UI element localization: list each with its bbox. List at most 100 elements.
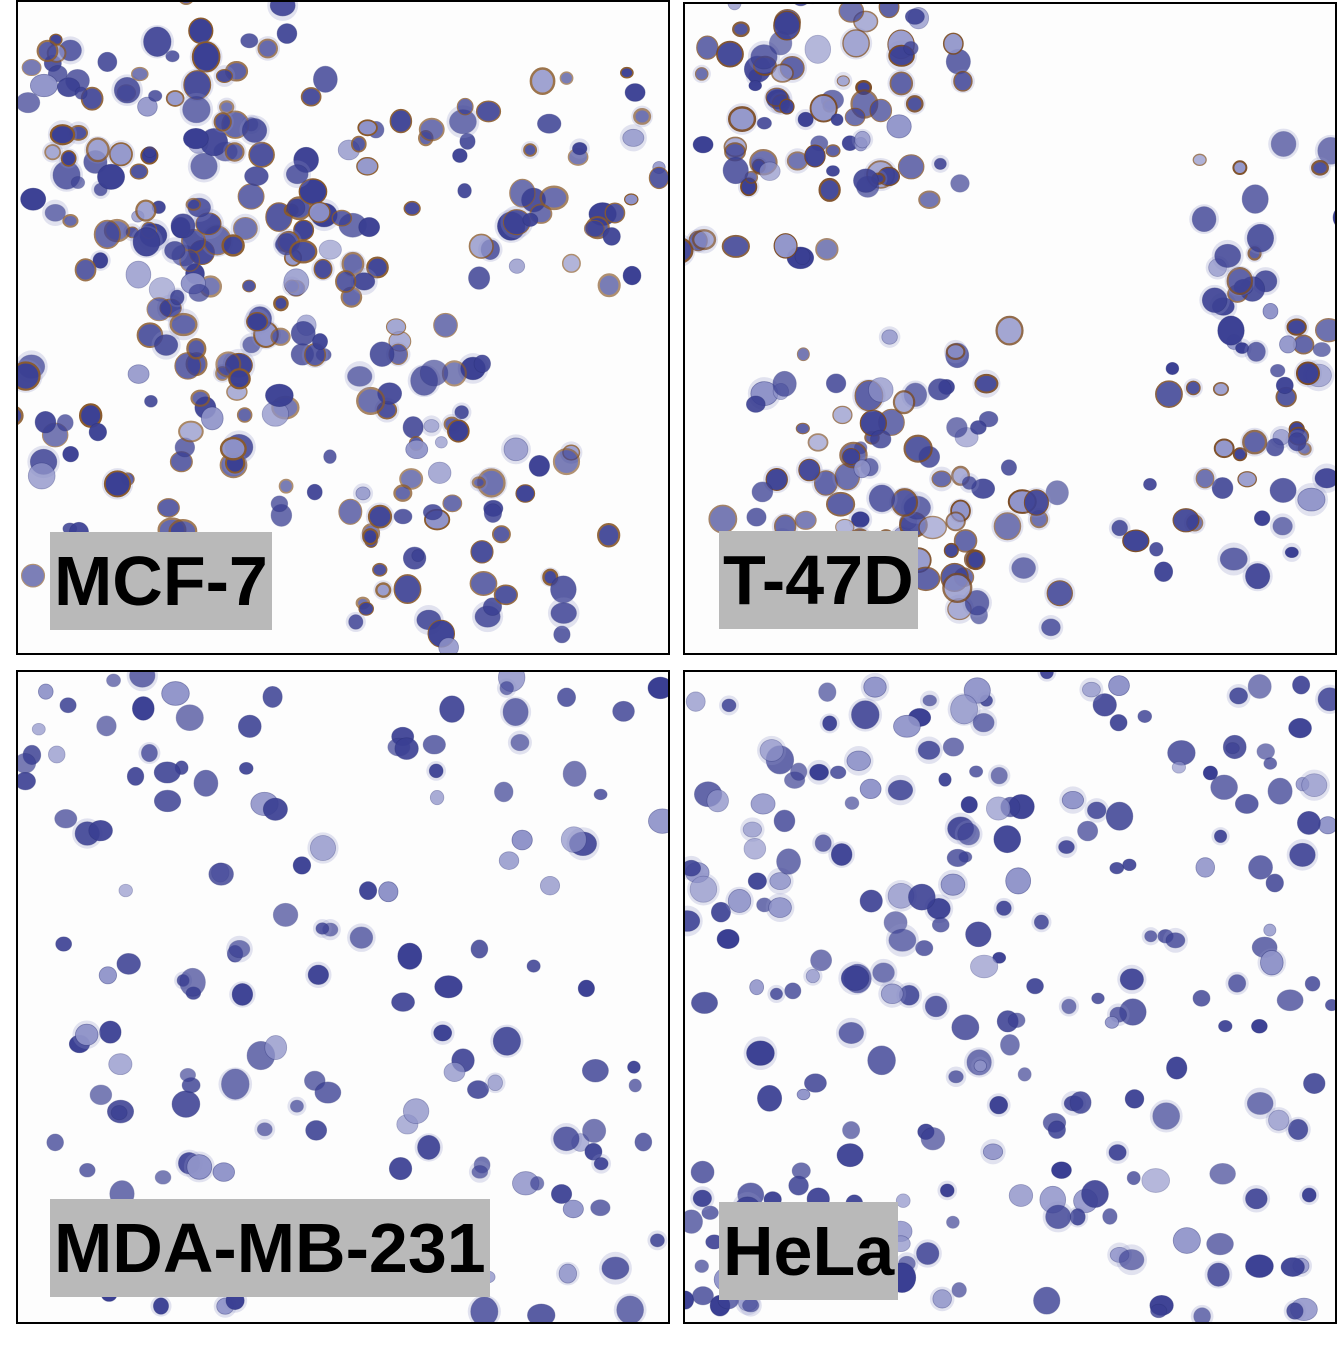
- cell: [1122, 858, 1137, 872]
- cell: [920, 1127, 946, 1151]
- cell: [1312, 342, 1331, 358]
- cell: [211, 110, 234, 134]
- cell: [101, 468, 134, 500]
- cell: [1091, 992, 1105, 1005]
- cell: [529, 67, 556, 96]
- cell: [842, 447, 861, 466]
- cell: [491, 525, 511, 544]
- cell: [1315, 684, 1335, 714]
- cell: [942, 32, 964, 55]
- cell: [501, 434, 531, 465]
- cell: [331, 209, 353, 227]
- cell: [970, 709, 998, 737]
- cell: [208, 862, 234, 886]
- cell: [179, 1068, 196, 1082]
- cell: [484, 1072, 506, 1094]
- cell: [443, 1062, 466, 1082]
- panel-mda-mb-231: MDA-MB-231: [16, 670, 670, 1324]
- cell: [1234, 793, 1259, 814]
- cell: [1292, 675, 1311, 695]
- cell: [1192, 989, 1211, 1007]
- cell: [1242, 1184, 1271, 1213]
- cell: [758, 161, 781, 181]
- cell: [1269, 513, 1296, 539]
- cell: [746, 507, 767, 527]
- cell: [388, 1157, 413, 1181]
- cell: [991, 510, 1024, 543]
- cell: [493, 584, 518, 606]
- cell: [619, 124, 647, 152]
- cell: [496, 678, 517, 698]
- cell: [692, 1286, 714, 1306]
- cell: [457, 183, 472, 199]
- cell-micrograph-t47d: [685, 4, 1335, 640]
- cell: [1193, 466, 1217, 491]
- cell: [970, 954, 999, 979]
- cell: [838, 4, 865, 23]
- cell: [1008, 1184, 1034, 1207]
- cell: [48, 745, 66, 764]
- cell: [469, 570, 498, 597]
- cell: [99, 1020, 122, 1044]
- cell: [1267, 777, 1293, 805]
- cell: [305, 961, 332, 989]
- cell: [18, 92, 41, 114]
- cell: [919, 690, 940, 711]
- cell: [146, 297, 172, 322]
- cell: [126, 672, 158, 692]
- cell: [1108, 675, 1130, 697]
- cell: [219, 436, 247, 461]
- cell: [153, 761, 181, 784]
- cell: [612, 700, 635, 722]
- cell: [106, 140, 136, 169]
- cell: [773, 809, 796, 833]
- cell: [434, 975, 463, 999]
- cell: [378, 881, 399, 903]
- cell: [467, 1294, 501, 1322]
- cell: [836, 1143, 864, 1168]
- cell: [706, 789, 729, 813]
- cell: [93, 219, 121, 250]
- cell: [1218, 1020, 1233, 1033]
- cell: [1192, 153, 1207, 167]
- cell: [226, 935, 253, 963]
- cell: [1217, 542, 1251, 576]
- cell: [1162, 927, 1188, 953]
- cell: [372, 562, 388, 577]
- cell: [1232, 447, 1248, 462]
- cell: [34, 410, 57, 434]
- cell: [727, 4, 742, 11]
- cell: [559, 71, 574, 85]
- cell: [740, 817, 765, 842]
- cell: [185, 197, 202, 211]
- cell: [338, 498, 363, 525]
- cell: [482, 597, 503, 616]
- cell: [1211, 827, 1230, 846]
- cell: [213, 65, 236, 87]
- cell: [1190, 1304, 1214, 1322]
- cell: [1256, 743, 1275, 760]
- cell: [366, 256, 389, 279]
- cell: [844, 107, 866, 127]
- cell: [869, 98, 893, 123]
- cell: [794, 247, 811, 266]
- cell: [537, 113, 562, 134]
- cell: [795, 456, 823, 484]
- cell: [1241, 184, 1269, 214]
- cell: [98, 966, 118, 985]
- cell: [70, 176, 86, 190]
- cell: [719, 695, 739, 716]
- cell: [687, 872, 720, 906]
- cell: [1058, 996, 1080, 1017]
- cell: [373, 580, 394, 600]
- cell: [779, 98, 795, 115]
- cell: [272, 902, 299, 927]
- cell: [685, 905, 703, 937]
- cell: [1244, 221, 1277, 255]
- cell: [1304, 975, 1321, 992]
- cell: [851, 128, 874, 151]
- cell: [20, 187, 47, 211]
- cell: [553, 625, 571, 644]
- cell: [391, 992, 415, 1012]
- cell: [422, 734, 446, 755]
